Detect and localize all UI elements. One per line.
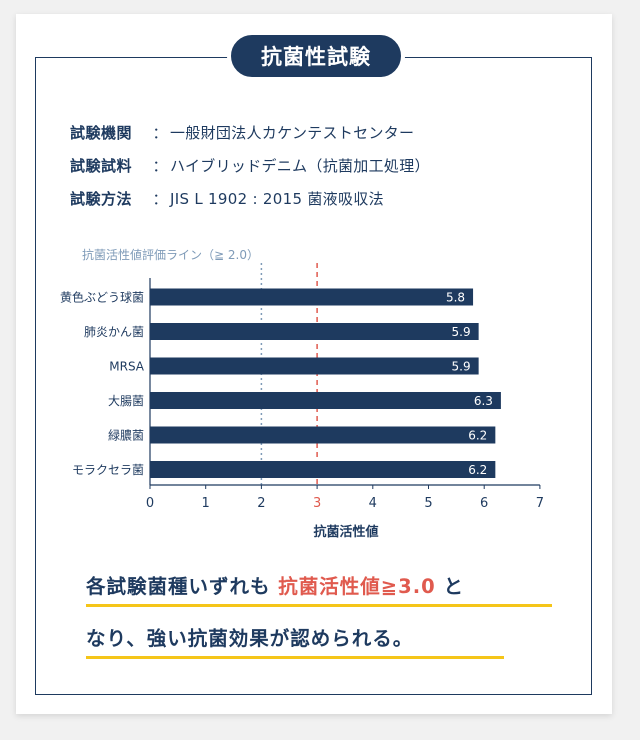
info-value: 一般財団法人カケンテストセンター [170, 124, 415, 142]
x-tick-label: 2 [257, 496, 265, 511]
info-separator: ： [152, 124, 168, 142]
bar-value-label: 5.9 [452, 360, 471, 374]
conclusion-text: と [435, 575, 464, 598]
category-label: MRSA [109, 360, 145, 374]
bar-3 [150, 392, 501, 409]
bar-5 [150, 461, 496, 478]
underline [86, 656, 504, 659]
bar-value-label: 5.9 [452, 325, 471, 339]
info-key: 試験試料 [70, 157, 133, 175]
info-separator: ： [152, 157, 168, 175]
conclusion-text: なり、強い抗菌効果が認められる。 [86, 627, 414, 650]
underline [86, 604, 552, 607]
bar-4 [150, 426, 496, 444]
bar-1 [150, 323, 479, 340]
category-label: 肺炎かん菌 [84, 325, 144, 339]
info-row-sample: 試験試料 ： ハイブリッドデニム（抗菌加工処理） [70, 149, 430, 182]
page-title: 抗菌性試験 [227, 31, 405, 81]
test-info: 試験機関 ： 一般財団法人カケンテストセンター 試験試料 ： ハイブリッドデニム… [70, 116, 430, 215]
conclusion-line-2: なり、強い抗菌効果が認められる。 [86, 622, 504, 659]
bar-0 [150, 288, 474, 306]
info-value: ハイブリッドデニム（抗菌加工処理） [170, 157, 430, 175]
info-key: 試験方法 [70, 190, 133, 208]
bar-2 [150, 357, 479, 375]
info-row-method: 試験方法 ： JIS L 1902 : 2015 菌液吸収法 [70, 182, 430, 215]
conclusion-highlight: 抗菌活性値≧3.0 [278, 575, 436, 598]
category-label: 黄色ぶどう球菌 [60, 291, 144, 305]
x-tick-label: 4 [369, 496, 377, 511]
info-row-institution: 試験機関 ： 一般財団法人カケンテストセンター [70, 116, 430, 149]
info-separator: ： [152, 190, 168, 208]
x-tick-label: 3 [313, 496, 321, 511]
x-tick-label: 0 [146, 496, 154, 511]
info-value: JIS L 1902 : 2015 菌液吸収法 [170, 190, 384, 208]
bar-value-label: 6.3 [474, 394, 493, 408]
conclusion-line-1: 各試験菌種いずれも 抗菌活性値≧3.0 と [86, 570, 552, 607]
x-tick-label: 1 [202, 496, 210, 511]
x-tick-label: 7 [536, 496, 544, 511]
bar-chart: 抗菌活性値評価ライン（≧ 2.0） 5.8 黄色ぶどう球菌 5.9 肺炎かん菌 5.9 MR… [60, 247, 544, 540]
reference-line-label: 抗菌活性値評価ライン（≧ 2.0） [82, 247, 259, 262]
x-tick-label: 5 [424, 496, 432, 511]
x-tick-label: 6 [480, 496, 488, 511]
bar-value-label: 6.2 [468, 429, 487, 443]
category-label: 大腸菌 [108, 394, 144, 408]
x-axis-title: 抗菌活性値 [313, 524, 378, 540]
bar-value-label: 5.8 [446, 291, 465, 305]
info-key: 試験機関 [70, 124, 133, 142]
category-label: 緑膿菌 [108, 428, 144, 443]
category-label: モラクセラ菌 [72, 463, 144, 477]
conclusion-text: 各試験菌種いずれも [86, 575, 279, 598]
bar-value-label: 6.2 [468, 463, 487, 477]
